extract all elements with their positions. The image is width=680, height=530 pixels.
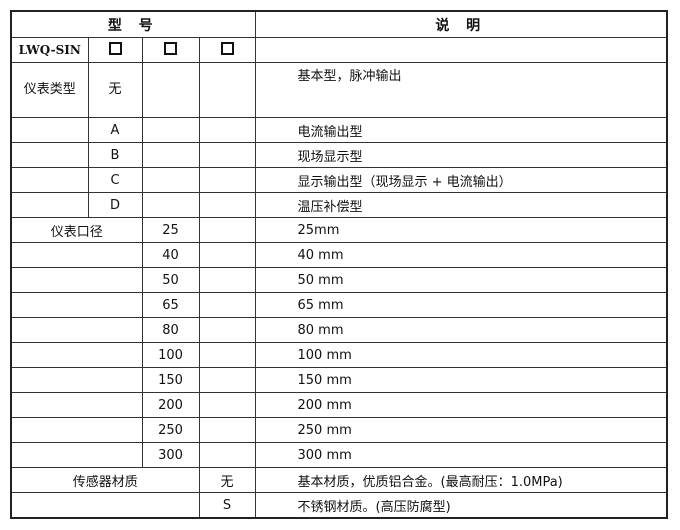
desc-cell: 40 mm: [254, 242, 668, 268]
table-row: 150 150 mm: [10, 367, 668, 393]
diameter-label: 仪表口径: [10, 217, 143, 243]
desc-cell: 80 mm: [254, 317, 668, 343]
table-row: 40 40 mm: [10, 242, 668, 268]
placeholder-box-icon: [164, 42, 177, 55]
header-row: 型 号 说 明: [10, 10, 668, 38]
table-row: 50 50 mm: [10, 267, 668, 293]
placeholder-box-icon: [108, 42, 122, 55]
desc-cell: 50 mm: [254, 267, 668, 293]
code-cell: C: [87, 167, 143, 193]
model-prefix: LWQ-SIN: [10, 37, 89, 63]
desc-cell: 300 mm: [254, 442, 668, 468]
desc-cell: 温压补偿型: [254, 192, 668, 218]
code-cell: 200: [141, 392, 200, 418]
desc-cell: 100 mm: [254, 342, 668, 368]
table-row: 传感器材质 无 基本材质，优质铝合金。(最高耐压：1.0MPa): [10, 467, 668, 493]
desc-cell: 电流输出型: [254, 117, 668, 143]
desc-cell: 显示输出型（现场显示 + 电流输出）: [254, 167, 668, 193]
code-cell: B: [87, 142, 143, 168]
code-cell: 250: [141, 417, 200, 443]
desc-cell: 250 mm: [254, 417, 668, 443]
desc-cell: 25mm: [254, 217, 668, 243]
desc-cell: 200 mm: [254, 392, 668, 418]
code-cell: 50: [141, 267, 200, 293]
code-cell: 100: [141, 342, 200, 368]
table-row: 200 200 mm: [10, 392, 668, 418]
placeholder-box-icon: [220, 42, 234, 55]
table-row: 300 300 mm: [10, 442, 668, 468]
instrument-type-label: 仪表类型: [10, 62, 89, 118]
material-label: 传感器材质: [10, 467, 200, 493]
desc-cell: 现场显示型: [254, 142, 668, 168]
desc-cell: 基本材质，优质铝合金。(最高耐压：1.0MPa): [254, 467, 668, 493]
table-row: 65 65 mm: [10, 292, 668, 318]
table-row: 仪表类型 无 基本型，脉冲输出: [10, 62, 668, 118]
code-row: LWQ-SIN: [10, 37, 668, 63]
code-cell: 无: [198, 467, 256, 493]
table-row: S 不锈钢材质。(高压防腐型): [10, 492, 668, 519]
table-row: B 现场显示型: [10, 142, 668, 168]
table-row: C 显示输出型（现场显示 + 电流输出）: [10, 167, 668, 193]
code-cell: A: [87, 117, 143, 143]
code-cell: 300: [141, 442, 200, 468]
desc-cell: 不锈钢材质。(高压防腐型): [254, 492, 668, 519]
table-row: 80 80 mm: [10, 317, 668, 343]
description-header: 说 明: [254, 10, 668, 38]
desc-cell: 基本型，脉冲输出: [254, 62, 668, 118]
desc-cell: 150 mm: [254, 367, 668, 393]
code-cell: 40: [141, 242, 200, 268]
table-row: D 温压补偿型: [10, 192, 668, 218]
code-cell: 65: [141, 292, 200, 318]
code-cell: 25: [141, 217, 200, 243]
code-cell: S: [198, 492, 256, 519]
model-selection-table: 型 号 说 明 LWQ-SIN 仪表类型 无 基本型，脉冲输出 A 电流输出型 B…: [10, 10, 668, 519]
code-cell: 150: [141, 367, 200, 393]
table-row: 仪表口径 25 25mm: [10, 217, 668, 243]
code-cell: D: [87, 192, 143, 218]
code-cell: 80: [141, 317, 200, 343]
desc-cell: 65 mm: [254, 292, 668, 318]
table-row: 100 100 mm: [10, 342, 668, 368]
table-row: A 电流输出型: [10, 117, 668, 143]
code-cell: 无: [87, 62, 143, 118]
table-row: 250 250 mm: [10, 417, 668, 443]
model-header: 型 号: [10, 10, 256, 38]
